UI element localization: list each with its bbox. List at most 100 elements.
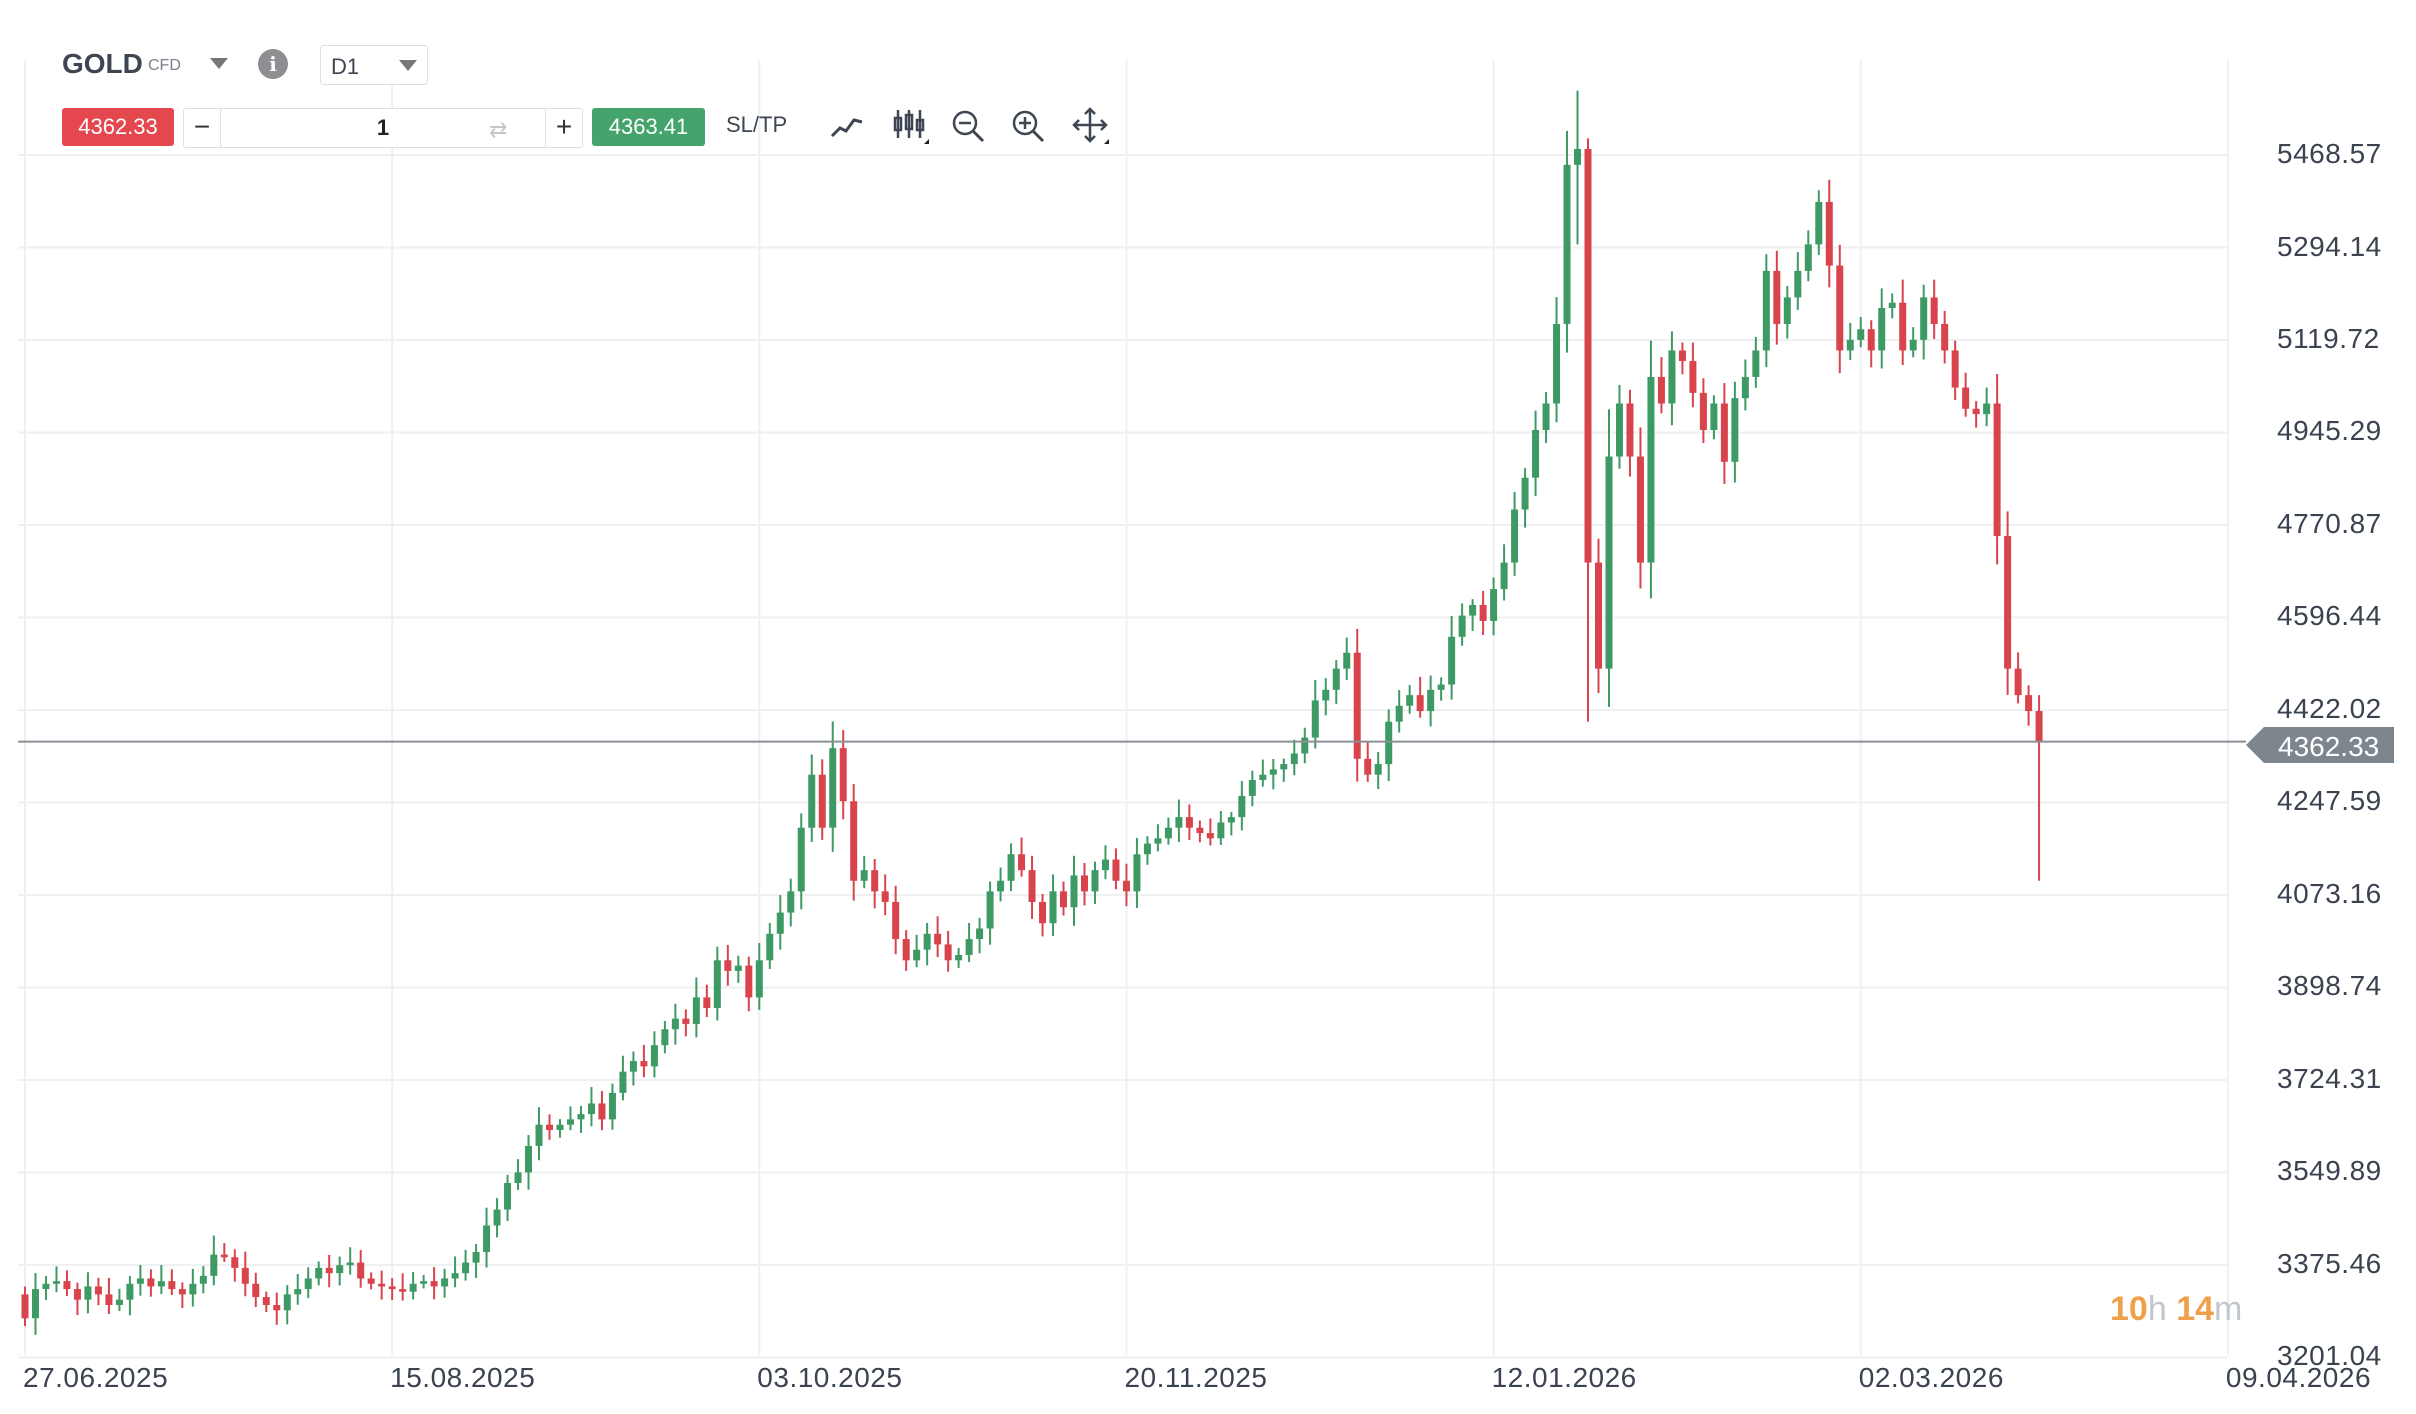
candle (1458, 603, 1466, 646)
candle-body (1689, 361, 1697, 393)
info-icon[interactable]: i (258, 49, 288, 79)
candle-body (902, 939, 910, 961)
candle-body (1049, 891, 1057, 924)
quantity-stepper[interactable]: − 1 ⇄ + (183, 108, 583, 148)
candle (797, 813, 805, 910)
candle-body (818, 774, 826, 828)
candle (1353, 628, 1361, 782)
symbol-name[interactable]: GOLD (62, 48, 143, 79)
date-axis-label: 15.08.2025 (390, 1362, 536, 1393)
candle (126, 1276, 134, 1316)
candle-body (955, 954, 963, 961)
candle-body (913, 949, 921, 961)
candle-body (1857, 329, 1865, 340)
candle (1920, 284, 1928, 360)
zoom-in-icon[interactable] (1008, 106, 1048, 146)
candle-body (283, 1294, 291, 1311)
candle (1678, 342, 1686, 375)
candle-body (860, 870, 868, 881)
decrease-button[interactable]: − (184, 109, 221, 147)
candle (220, 1243, 228, 1262)
candle-body (619, 1071, 627, 1093)
candle (787, 878, 795, 927)
zoom-out-icon[interactable] (948, 106, 988, 146)
candle (168, 1269, 176, 1296)
candle-body (1584, 148, 1592, 563)
price-axis-label: 4596.44 (2277, 600, 2382, 632)
candle (21, 1286, 29, 1327)
candle (1689, 342, 1697, 408)
candle-body (1175, 817, 1183, 828)
candle (1605, 409, 1613, 707)
buy-button[interactable]: 4363.41 (592, 108, 705, 146)
candle-body (1385, 721, 1393, 765)
candle-body (1930, 297, 1938, 324)
candle (1248, 770, 1256, 807)
candlestick-icon[interactable] (890, 106, 930, 146)
candle (692, 977, 700, 1038)
candle-body (1448, 636, 1456, 685)
sell-button[interactable]: 4362.33 (62, 108, 174, 146)
candle (1668, 331, 1676, 426)
candle (1993, 374, 2001, 565)
candle-body (409, 1283, 417, 1292)
candle-body (1699, 392, 1707, 430)
price-axis-label: 3549.89 (2277, 1155, 2382, 1187)
swap-icon[interactable]: ⇄ (489, 117, 508, 142)
candle-body (1878, 308, 1886, 351)
candle (472, 1244, 480, 1278)
candle-body (21, 1294, 29, 1319)
candle (839, 730, 847, 820)
candle (336, 1256, 344, 1286)
candle (850, 783, 858, 901)
candle-body (1909, 339, 1917, 351)
candle-body (1867, 329, 1875, 351)
candle-body (1920, 297, 1928, 340)
candle-body (661, 1029, 669, 1046)
candle (881, 874, 889, 916)
candle (755, 943, 763, 1010)
move-icon[interactable] (1070, 106, 1110, 146)
candle (2004, 511, 2012, 695)
quantity-input[interactable]: 1 (376, 115, 390, 140)
candle (892, 885, 900, 955)
candle (955, 947, 963, 968)
candle-body (378, 1283, 386, 1287)
candle-body (1206, 833, 1214, 839)
candle (650, 1031, 658, 1078)
candle-body (755, 960, 763, 998)
candle-body (1836, 265, 1844, 351)
candle-body (73, 1289, 81, 1300)
candle (1395, 690, 1403, 733)
candle (1112, 848, 1120, 890)
candle (682, 1009, 690, 1037)
candle (1133, 838, 1141, 909)
candle (399, 1273, 407, 1301)
candle-body (1248, 779, 1256, 796)
increase-button[interactable]: + (545, 109, 582, 147)
candle (1290, 739, 1298, 776)
price-axis-label: 4422.02 (2277, 692, 2382, 724)
symbol-dropdown-icon[interactable] (210, 58, 228, 69)
candle-body (1553, 323, 1561, 404)
candle-body (1532, 429, 1540, 478)
candle-body (367, 1278, 375, 1284)
candle (1122, 863, 1130, 907)
candle (315, 1261, 323, 1286)
candle (1301, 727, 1309, 764)
candle-body (1542, 403, 1550, 430)
candle (199, 1266, 207, 1294)
candle-body (1238, 795, 1246, 818)
line-chart-icon[interactable] (828, 106, 868, 146)
candle (1175, 799, 1183, 843)
candle-body (504, 1183, 512, 1210)
candle-body (1752, 350, 1760, 377)
sltp-button[interactable]: SL/TP (726, 112, 788, 137)
candle (546, 1114, 553, 1140)
candle-body (1112, 859, 1120, 881)
candle-body (1720, 403, 1728, 462)
timeframe-select[interactable]: D1 (320, 45, 428, 85)
candle-body (199, 1275, 207, 1284)
candle-body (629, 1061, 637, 1072)
